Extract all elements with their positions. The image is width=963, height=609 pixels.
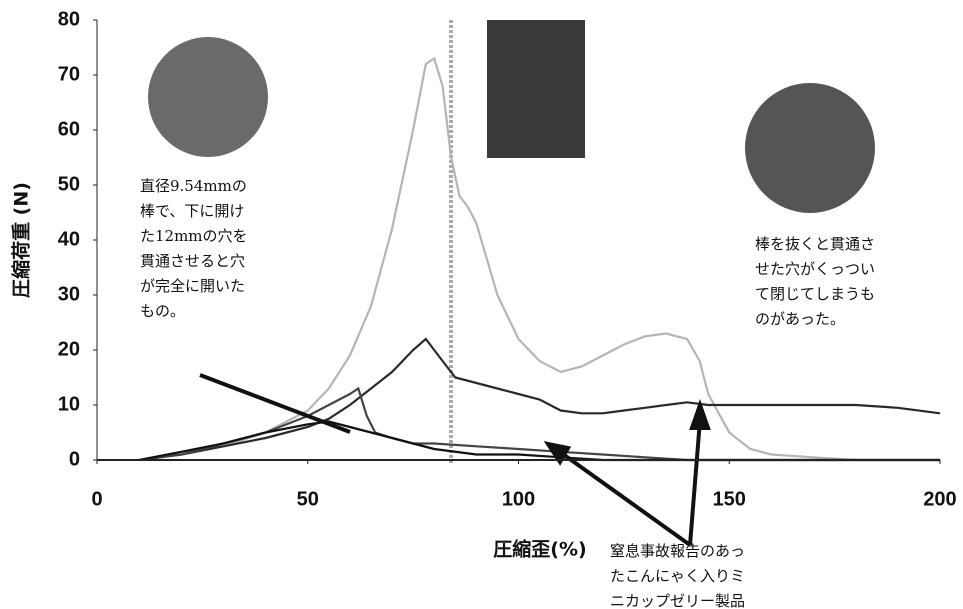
annotation: のがあった。 — [755, 310, 845, 328]
arrow — [688, 419, 702, 546]
series-line — [139, 337, 941, 462]
annotation: もの。 — [140, 302, 185, 320]
y-tick-label: 0 — [69, 448, 80, 470]
arrow — [199, 373, 351, 434]
photo-right — [745, 83, 875, 213]
x-tick-label: 100 — [502, 488, 535, 510]
y-tick-label: 40 — [58, 228, 80, 250]
y-tick-label: 30 — [58, 283, 80, 305]
annotation: 貫通させると穴 — [140, 252, 245, 270]
annotation: ニカップゼリー製品 — [610, 592, 745, 609]
series-line — [138, 420, 940, 462]
plot — [138, 56, 941, 462]
y-tick-label: 70 — [58, 63, 80, 85]
y-tick-label: 50 — [58, 173, 80, 195]
x-tick-label: 150 — [713, 488, 746, 510]
x-tick-label: 200 — [923, 488, 956, 510]
annotation: 窒息事故報告のあっ — [610, 542, 745, 560]
arrows — [199, 373, 711, 547]
arrowhead — [689, 398, 711, 430]
annotation: 棒を抜くと貫通さ — [755, 235, 875, 253]
annotation: 直径9.54mmの — [140, 177, 247, 195]
annotation: 棒で、下に開け — [140, 202, 244, 220]
photo-center — [487, 20, 585, 158]
y-tick-label: 80 — [58, 8, 80, 30]
x-tick-label: 50 — [297, 488, 319, 510]
arrowhead — [543, 441, 572, 466]
annotation: たこんにゃく入りミ — [610, 567, 745, 585]
annotation: が完全に開いた — [140, 277, 245, 295]
y-tick-label: 60 — [58, 118, 80, 140]
x-axis-label: 圧縮歪(%) — [493, 538, 586, 561]
photo-left — [148, 37, 268, 157]
annotation: た12mmの穴を — [140, 227, 248, 245]
x-tick-label: 0 — [91, 488, 102, 510]
photos — [148, 20, 875, 213]
y-tick-label: 20 — [58, 338, 80, 360]
y-tick-label: 10 — [58, 393, 80, 415]
y-axis-label: 圧縮荷重 (N) — [10, 182, 33, 298]
annotation: て閉じてしまうも — [755, 285, 875, 303]
annotation: せた穴がくっつい — [755, 260, 875, 278]
series-line — [139, 56, 940, 462]
arrow — [558, 450, 692, 547]
